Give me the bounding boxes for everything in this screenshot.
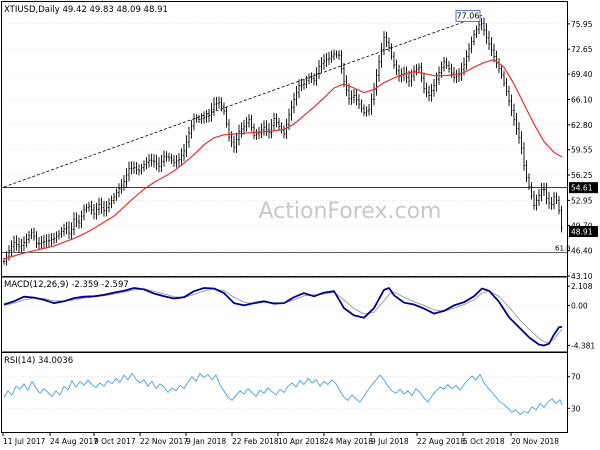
x-tick-label: 20 Nov 2018 xyxy=(511,437,559,446)
x-tick-label: 24 May 2018 xyxy=(324,437,373,446)
rsi-tick-label: 30 xyxy=(571,404,581,413)
rsi-line xyxy=(3,373,563,416)
moving-average-line xyxy=(3,58,563,260)
price-tick-label: 46.40 xyxy=(571,247,593,256)
x-tick-label: 22 Nov 2017 xyxy=(140,437,188,446)
price-tick-label: 56.25 xyxy=(571,171,593,180)
price-tick-label: 66.10 xyxy=(571,95,593,104)
macd-line xyxy=(3,287,563,347)
rsi-tick-label: 70 xyxy=(571,373,581,382)
price-tick-label: 43.10 xyxy=(571,272,593,281)
x-tick-label: 24 Aug 2017 xyxy=(50,437,98,446)
x-tick-label: 9 Oct 2017 xyxy=(94,437,136,446)
x-tick-label: 22 Feb 2018 xyxy=(232,437,279,446)
price-tick-label: 59.55 xyxy=(571,146,593,155)
x-tick-label: 11 Jul 2017 xyxy=(3,437,46,446)
axis-labels: 75.95 72.65 69.40 66.10 62.80 59.55 56.25 52.95… xyxy=(2,20,598,446)
x-tick-label: 5 Oct 2018 xyxy=(463,437,505,446)
x-tick-label: 22 Aug 2018 xyxy=(417,437,465,446)
last-price-label: 48.91 xyxy=(571,227,593,236)
price-tick-label: 49.70 xyxy=(571,221,593,230)
price-tick-label: 72.65 xyxy=(571,45,593,54)
macd-title: MACD(12,26,9) -2.359 -2.597 xyxy=(4,280,129,290)
price-tick-label: 69.40 xyxy=(571,70,593,79)
price-title: XTIUSD,Daily 49.42 49.83 48.09 48.91 xyxy=(4,5,168,15)
macd-tick-label: -4.381 xyxy=(571,341,595,350)
macd-tick-label: 2.108 xyxy=(571,282,593,291)
level-label: 54.61 xyxy=(571,184,593,193)
level-label-box xyxy=(569,182,598,194)
rsi-title: RSI(14) 34.0036 xyxy=(4,356,73,366)
price-tick-label: 75.95 xyxy=(571,20,593,29)
macd-panel xyxy=(2,287,567,347)
last-price-label-box xyxy=(569,225,598,237)
x-tick-label: 9 Jan 2018 xyxy=(186,437,226,446)
price-tick-label: 52.95 xyxy=(571,196,593,205)
rsi-panel xyxy=(2,373,567,416)
rsi-panel-frame xyxy=(1,352,568,433)
watermark: ActionForex.com xyxy=(259,199,442,224)
price-panel: 77.06 61.8 xyxy=(2,9,571,277)
high-label: 77.06 xyxy=(457,11,480,20)
high-label-box xyxy=(455,9,481,22)
x-tick-label: 10 Apr 2018 xyxy=(278,437,325,446)
macd-tick-label: 0.00 xyxy=(571,301,588,310)
price-tick-label: 62.80 xyxy=(571,121,593,130)
fib-label: 61.8 xyxy=(555,244,571,252)
x-tick-label: 9 Jul 2018 xyxy=(371,437,409,446)
